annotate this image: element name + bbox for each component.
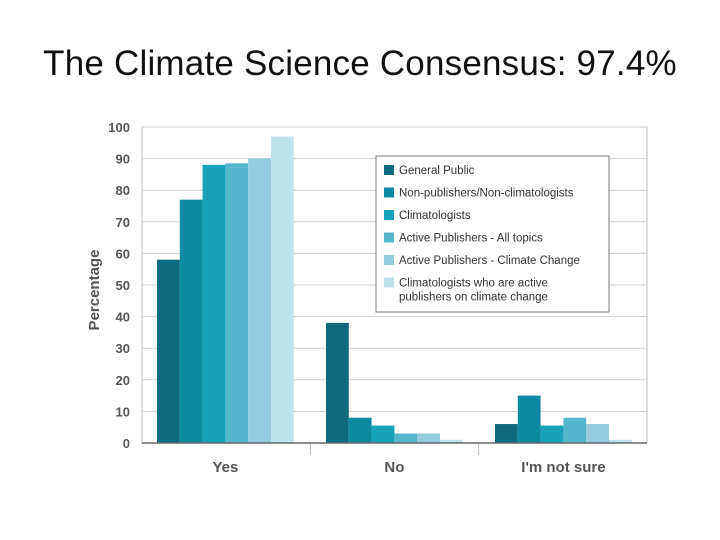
bar-1-2 <box>179 199 203 443</box>
bar-1-4 <box>225 163 249 443</box>
legend-swatch <box>384 165 394 175</box>
legend-box <box>375 155 610 313</box>
bar-1-5 <box>248 158 271 443</box>
x-category-label: No <box>384 459 404 476</box>
y-tick-label: 100 <box>108 120 130 135</box>
bar-1-6 <box>271 136 294 444</box>
legend-label: Non-publishers/Non-climatologists <box>399 188 574 200</box>
y-tick-label: 70 <box>116 215 130 230</box>
bar-2-2 <box>348 417 372 443</box>
bar-1-1 <box>157 259 180 443</box>
legend-swatch <box>384 255 394 265</box>
bar-2-1 <box>326 322 349 443</box>
bar-2-4 <box>394 433 418 443</box>
y-tick-label: 60 <box>116 246 130 261</box>
bar-1-3 <box>202 164 226 444</box>
axes: 0 10 20 30 40 50 60 70 80 90 100 Percentage Yes No I'm… <box>86 120 647 476</box>
legend-swatch <box>384 277 394 288</box>
y-tick-label: 0 <box>123 436 130 451</box>
bar-3-1 <box>495 424 518 443</box>
bar-3-3 <box>540 425 564 443</box>
legend-label: Active Publishers - Climate Change <box>399 255 580 267</box>
bar-2-5 <box>417 433 440 443</box>
y-tick-label: 10 <box>116 404 130 419</box>
y-tick-label: 30 <box>116 341 130 356</box>
legend-swatch <box>384 232 394 243</box>
bar-3-2 <box>517 395 541 443</box>
legend-label: publishers on climate change <box>399 292 548 304</box>
legend-label: Climatologists <box>399 210 471 222</box>
y-tick-label: 90 <box>116 152 130 167</box>
bar-3-6 <box>609 439 632 443</box>
bars <box>157 136 632 444</box>
legend-swatch <box>384 187 394 198</box>
bar-2-3 <box>371 425 395 443</box>
legend-label: Active Publishers - All topics <box>399 233 543 245</box>
legend-swatch <box>384 210 394 220</box>
y-tick-label: 50 <box>116 278 130 293</box>
legend-label: General Public <box>399 165 475 177</box>
bar-3-5 <box>586 424 609 443</box>
y-tick-label: 20 <box>116 373 130 388</box>
x-category-label: Yes <box>212 459 238 476</box>
x-category-label: I'm not sure <box>521 459 605 476</box>
y-tick-label: 40 <box>116 310 130 325</box>
y-tick-label: 80 <box>116 183 130 198</box>
y-axis-title: Percentage <box>86 250 103 331</box>
bar-3-4 <box>563 417 587 443</box>
bar-2-6 <box>440 439 463 443</box>
legend-label: Climatologists who are active <box>399 278 548 290</box>
legend: General Public Non-publishers/Non-climato… <box>375 155 610 313</box>
slide-title: The Climate Science Consensus: 97.4% <box>43 44 677 83</box>
